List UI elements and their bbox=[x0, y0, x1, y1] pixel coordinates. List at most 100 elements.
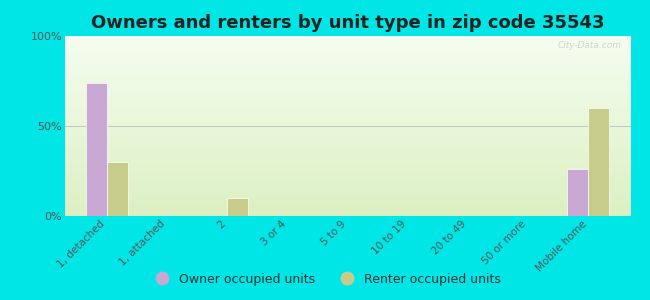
Bar bbox=[65, 65, 630, 67]
Bar bbox=[65, 198, 630, 200]
Bar bbox=[65, 169, 630, 171]
Bar bbox=[65, 137, 630, 139]
Bar bbox=[65, 67, 630, 68]
Bar bbox=[65, 104, 630, 106]
Bar bbox=[65, 74, 630, 76]
Bar bbox=[65, 108, 630, 110]
Bar bbox=[65, 200, 630, 202]
Bar bbox=[65, 68, 630, 70]
Bar bbox=[65, 171, 630, 173]
Bar bbox=[65, 187, 630, 189]
Bar bbox=[65, 63, 630, 65]
Bar bbox=[65, 212, 630, 214]
Bar bbox=[65, 193, 630, 194]
Bar bbox=[65, 153, 630, 155]
Bar bbox=[65, 209, 630, 211]
Bar bbox=[65, 148, 630, 149]
Bar bbox=[65, 189, 630, 191]
Bar bbox=[65, 99, 630, 101]
Bar bbox=[65, 101, 630, 103]
Bar bbox=[65, 149, 630, 151]
Bar bbox=[65, 144, 630, 146]
Bar bbox=[65, 56, 630, 58]
Bar bbox=[65, 194, 630, 196]
Bar bbox=[65, 117, 630, 119]
Bar bbox=[65, 182, 630, 184]
Bar bbox=[65, 54, 630, 56]
Bar bbox=[65, 203, 630, 205]
Bar bbox=[65, 106, 630, 108]
Bar bbox=[65, 184, 630, 185]
Bar bbox=[65, 202, 630, 203]
Bar bbox=[65, 58, 630, 59]
Bar bbox=[227, 198, 248, 216]
Bar bbox=[65, 45, 630, 47]
Bar bbox=[65, 211, 630, 212]
Bar bbox=[65, 176, 630, 178]
Bar bbox=[65, 139, 630, 140]
Bar bbox=[65, 40, 630, 41]
Bar bbox=[65, 77, 630, 79]
Bar bbox=[65, 72, 630, 74]
Bar bbox=[65, 43, 630, 45]
Bar bbox=[65, 146, 630, 148]
Bar bbox=[65, 167, 630, 169]
Bar bbox=[65, 94, 630, 95]
Bar bbox=[65, 124, 630, 126]
Bar bbox=[65, 95, 630, 97]
Bar bbox=[65, 175, 630, 176]
Bar bbox=[588, 108, 610, 216]
Bar bbox=[65, 151, 630, 153]
Bar bbox=[65, 41, 630, 43]
Bar bbox=[107, 162, 128, 216]
Bar bbox=[65, 155, 630, 157]
Bar bbox=[65, 83, 630, 85]
Bar bbox=[65, 207, 630, 209]
Bar bbox=[65, 140, 630, 142]
Bar bbox=[65, 36, 630, 38]
Bar bbox=[65, 205, 630, 207]
Bar bbox=[65, 173, 630, 175]
Bar bbox=[65, 191, 630, 193]
Bar bbox=[65, 61, 630, 63]
Bar bbox=[567, 169, 588, 216]
Bar bbox=[65, 92, 630, 94]
Bar bbox=[65, 103, 630, 104]
Bar bbox=[65, 38, 630, 40]
Bar bbox=[65, 49, 630, 50]
Bar bbox=[65, 164, 630, 166]
Bar bbox=[65, 185, 630, 187]
Text: City-Data.com: City-Data.com bbox=[558, 41, 622, 50]
Bar bbox=[65, 196, 630, 198]
Bar bbox=[65, 131, 630, 133]
Bar bbox=[65, 178, 630, 180]
Bar bbox=[65, 214, 630, 216]
Bar bbox=[65, 126, 630, 128]
Bar bbox=[65, 180, 630, 182]
Bar bbox=[65, 113, 630, 115]
Bar bbox=[65, 128, 630, 130]
Bar bbox=[65, 97, 630, 99]
Bar bbox=[65, 112, 630, 113]
Bar bbox=[65, 90, 630, 92]
Title: Owners and renters by unit type in zip code 35543: Owners and renters by unit type in zip c… bbox=[91, 14, 604, 32]
Legend: Owner occupied units, Renter occupied units: Owner occupied units, Renter occupied un… bbox=[144, 268, 506, 291]
Bar bbox=[65, 88, 630, 90]
Bar bbox=[65, 157, 630, 158]
Bar bbox=[65, 158, 630, 160]
Bar bbox=[65, 76, 630, 77]
Bar bbox=[65, 47, 630, 49]
Bar bbox=[65, 122, 630, 124]
Bar bbox=[65, 162, 630, 164]
Bar bbox=[65, 52, 630, 54]
Bar bbox=[65, 142, 630, 144]
Bar bbox=[65, 59, 630, 61]
Bar bbox=[65, 133, 630, 135]
Bar bbox=[65, 86, 630, 88]
Bar bbox=[86, 83, 107, 216]
Bar bbox=[65, 85, 630, 86]
Bar bbox=[65, 70, 630, 72]
Bar bbox=[65, 110, 630, 112]
Bar bbox=[65, 81, 630, 83]
Bar bbox=[65, 115, 630, 117]
